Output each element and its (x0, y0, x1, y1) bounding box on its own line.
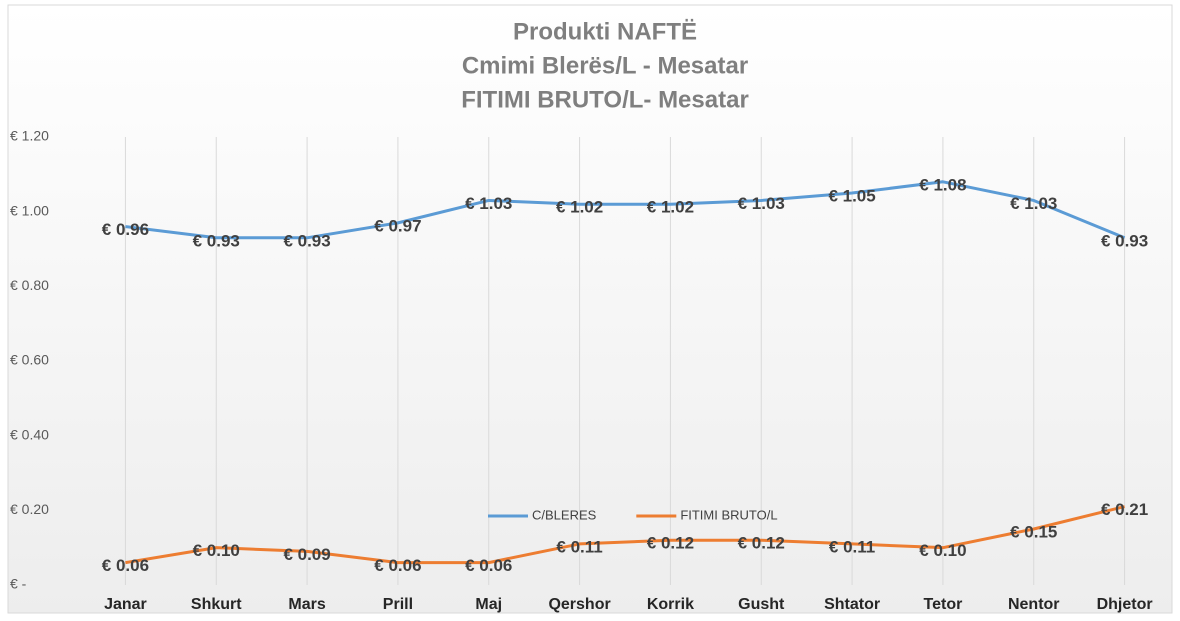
x-tick-label: Shtator (824, 596, 880, 613)
series-line (125, 180, 1126, 240)
y-tick-label: € 0.60 (10, 352, 49, 368)
x-tick-label: Shkurt (191, 596, 242, 613)
y-tick-label: € 0.40 (10, 426, 49, 442)
data-label: € 1.03 (1010, 194, 1057, 213)
x-tick-label: Korrik (647, 596, 694, 613)
data-label: € 0.06 (465, 556, 512, 575)
data-label: € 0.21 (1101, 500, 1148, 519)
y-tick-label: € 0.80 (10, 277, 49, 293)
y-tick-label: € 0.20 (10, 501, 49, 517)
data-label: € 1.02 (556, 198, 603, 217)
y-tick-label: € 1.20 (10, 128, 49, 144)
x-tick-label: Maj (475, 596, 502, 613)
data-label: € 0.15 (1010, 522, 1057, 541)
data-label: € 0.06 (374, 556, 421, 575)
data-label: € 0.12 (738, 534, 785, 553)
data-label: € 1.05 (828, 186, 875, 205)
data-label: € 0.93 (193, 231, 240, 250)
data-label: € 0.12 (647, 534, 694, 553)
data-label: € 0.11 (556, 537, 602, 556)
x-tick-label: Nentor (1008, 596, 1060, 613)
legend-label: FITIMI BRUTO/L (680, 507, 777, 522)
legend-label: C/BLERES (532, 507, 597, 522)
data-label: € 0.96 (102, 220, 149, 239)
chart-frame (7, 4, 1173, 614)
data-label: € 1.03 (465, 194, 512, 213)
x-tick-label: Prill (383, 596, 413, 613)
chart-title: FITIMI BRUTO/L- Mesatar (461, 86, 749, 113)
x-tick-label: Qershor (548, 596, 610, 613)
data-label: € 0.11 (829, 537, 875, 556)
data-label: € 1.08 (919, 175, 966, 194)
data-label: € 0.10 (919, 541, 966, 560)
x-tick-label: Janar (104, 596, 147, 613)
data-label: € 0.97 (374, 216, 421, 235)
x-tick-label: Tetor (924, 596, 963, 613)
data-label: € 0.09 (283, 545, 330, 564)
data-label: € 0.06 (102, 556, 149, 575)
data-label: € 1.02 (647, 198, 694, 217)
x-tick-label: Dhjetor (1097, 596, 1153, 613)
y-tick-label: € 1.00 (10, 202, 49, 218)
y-tick-label: € - (10, 576, 27, 592)
chart-title: Cmimi Blerës/L - Mesatar (462, 52, 748, 79)
data-label: € 0.93 (283, 231, 330, 250)
x-tick-label: Mars (288, 596, 325, 613)
data-label: € 0.93 (1101, 231, 1148, 250)
data-label: € 0.10 (193, 541, 240, 560)
x-tick-label: Gusht (738, 596, 785, 613)
data-label: € 1.03 (738, 194, 785, 213)
chart-title: Produkti NAFTË (513, 18, 697, 45)
series-line (125, 505, 1125, 565)
